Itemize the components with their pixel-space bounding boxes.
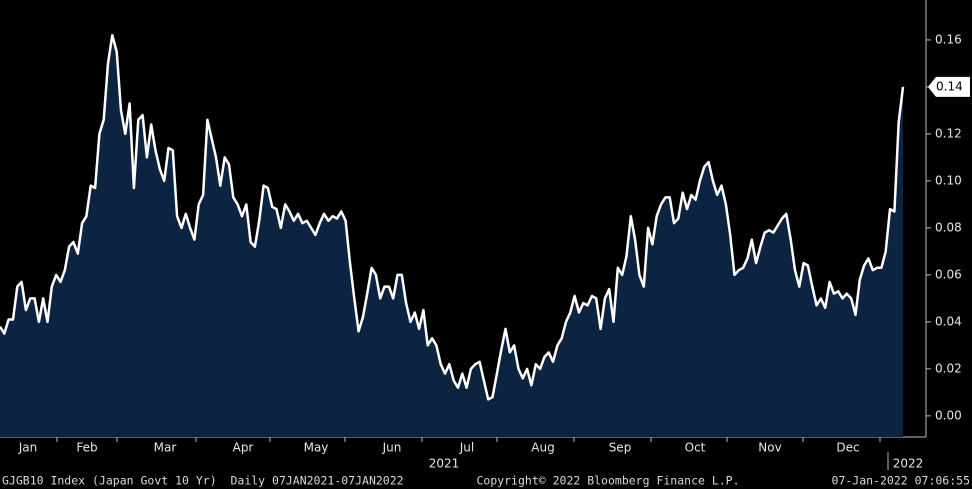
year-label: 2021 — [429, 457, 460, 471]
x-tick-label: Mar — [154, 441, 177, 455]
last-value-label: 0.14 — [936, 79, 963, 93]
x-tick-label: Apr — [233, 441, 254, 455]
footer-center: Copyright© 2022 Bloomberg Finance L.P. — [476, 474, 739, 488]
y-tick-label: 0.12 — [935, 126, 962, 140]
x-tick-label: Jun — [382, 441, 402, 455]
x-tick-label: Oct — [685, 441, 706, 455]
y-tick-label: 0.10 — [935, 173, 962, 187]
x-tick-label: Dec — [836, 441, 859, 455]
y-tick-label: 0.06 — [935, 267, 962, 281]
y-tick-label: 0.16 — [935, 32, 962, 46]
area — [0, 35, 903, 437]
x-tick-label: Jul — [459, 441, 474, 455]
footer-right: 07-Jan-2022 07:06:55 — [832, 474, 970, 488]
year-label: 2022 — [893, 457, 924, 471]
y-tick-label: 0.00 — [935, 408, 962, 422]
x-tick-label: Aug — [531, 441, 554, 455]
y-tick-label: 0.08 — [935, 220, 962, 234]
x-tick-label: Sep — [609, 441, 632, 455]
footer-left: GJGB10 Index (Japan Govt 10 Yr) Daily 07… — [2, 474, 404, 488]
line — [0, 33, 905, 401]
x-tick-label: Feb — [76, 441, 97, 455]
last-value-tag — [928, 76, 970, 97]
y-tick-label: 0.02 — [935, 361, 962, 375]
x-tick-label: Nov — [758, 441, 781, 455]
x-tick-label: May — [304, 441, 329, 455]
y-tick-label: 0.04 — [935, 314, 962, 328]
x-tick-label: Jan — [18, 441, 38, 455]
